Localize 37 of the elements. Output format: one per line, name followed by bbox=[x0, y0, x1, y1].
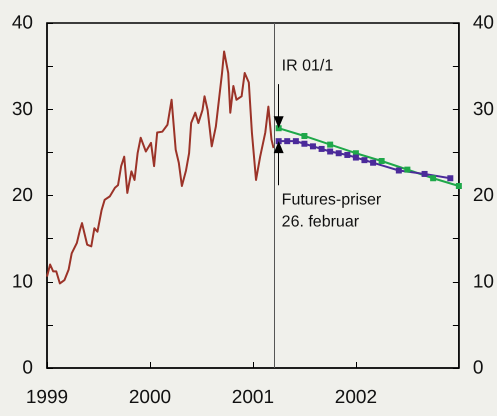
point bbox=[284, 138, 290, 144]
point bbox=[301, 132, 308, 139]
point bbox=[378, 158, 385, 164]
point bbox=[318, 146, 325, 152]
point bbox=[292, 138, 299, 144]
y2-tick-label: 30 bbox=[472, 98, 494, 120]
point bbox=[301, 140, 308, 147]
y2-tick-label: 20 bbox=[472, 185, 494, 206]
point bbox=[396, 167, 402, 174]
y2-tick-label: 40 bbox=[472, 12, 494, 34]
point bbox=[447, 175, 454, 182]
y-tick-label: 20 bbox=[12, 185, 33, 206]
point bbox=[352, 154, 359, 161]
y-tick-label: 10 bbox=[12, 271, 33, 292]
x-tick-label: 2002 bbox=[334, 387, 378, 408]
point bbox=[430, 175, 436, 182]
annotation: Futures-priser 26. februar bbox=[282, 192, 382, 231]
x-tick-label: 2001 bbox=[232, 387, 274, 408]
point bbox=[336, 150, 342, 156]
point bbox=[327, 148, 334, 155]
y2-tick-label: 0 bbox=[472, 358, 484, 378]
point bbox=[276, 138, 282, 144]
annotation: IR 01/1 bbox=[282, 58, 334, 75]
x-tick-label: 1999 bbox=[26, 387, 68, 408]
point bbox=[327, 142, 334, 148]
point bbox=[456, 183, 462, 190]
point bbox=[361, 157, 368, 164]
y2-tick-label: 10 bbox=[472, 271, 494, 292]
y-tick-label: 40 bbox=[12, 12, 33, 34]
x-tick-label: 2000 bbox=[128, 387, 172, 408]
point bbox=[404, 166, 410, 173]
point bbox=[310, 143, 316, 150]
y-tick-label: 30 bbox=[12, 98, 33, 120]
point bbox=[370, 160, 376, 166]
y-tick-label: 0 bbox=[22, 358, 33, 378]
point bbox=[422, 170, 428, 177]
point bbox=[344, 152, 350, 158]
